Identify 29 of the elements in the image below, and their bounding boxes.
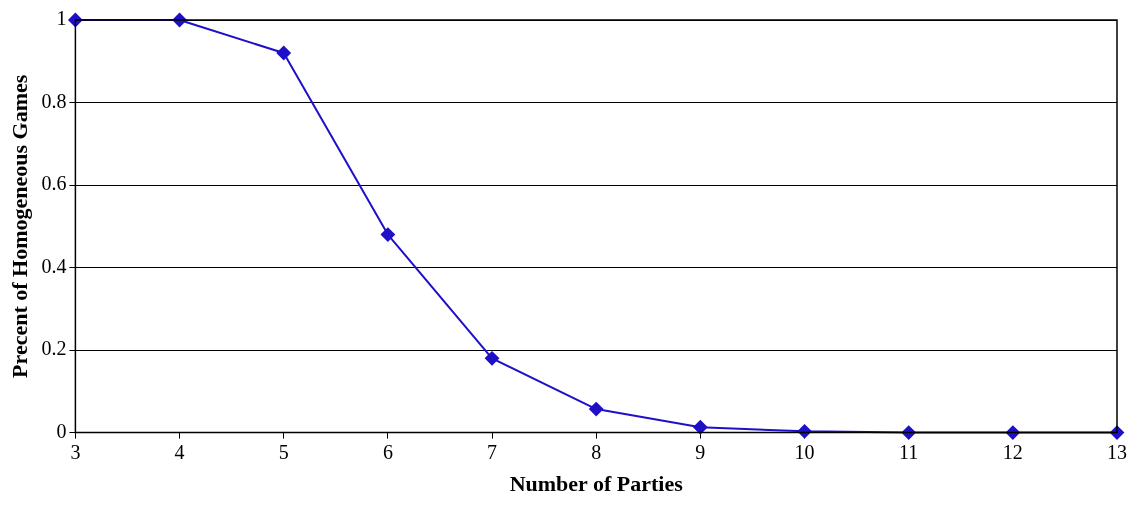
x-tick-label: 6 [382, 440, 393, 463]
y-tick-label: 0.6 [41, 172, 67, 195]
point [589, 402, 604, 417]
y-tick-label: 0.4 [41, 254, 67, 277]
x-tick-label: 8 [591, 440, 602, 463]
y-tick-label: 0.2 [41, 337, 67, 360]
x-axis-title: Number of Parties [509, 471, 684, 497]
x-tick-label: 11 [899, 440, 919, 463]
point [901, 425, 916, 440]
y-tick-label: 1 [56, 7, 67, 30]
y-tick-label: 0.8 [41, 89, 67, 112]
point [1005, 425, 1020, 440]
point [380, 227, 395, 242]
point [1110, 425, 1124, 440]
x-tick-label: 7 [487, 440, 498, 463]
point [276, 46, 291, 61]
y-axis-title: Precent of Homogeneous Games [6, 74, 32, 378]
x-tick-label: 4 [174, 440, 185, 463]
x-tick-label: 3 [70, 440, 81, 463]
x-tick-label: 5 [278, 440, 289, 463]
y-tick-label: 0 [56, 419, 67, 442]
point [485, 351, 500, 366]
x-tick-label: 12 [1002, 440, 1023, 463]
point [797, 424, 812, 439]
x-tick-label: 9 [695, 440, 706, 463]
point [693, 420, 708, 435]
x-tick-label: 10 [794, 440, 815, 463]
x-tick-label: 13 [1107, 440, 1127, 463]
point [68, 13, 83, 27]
